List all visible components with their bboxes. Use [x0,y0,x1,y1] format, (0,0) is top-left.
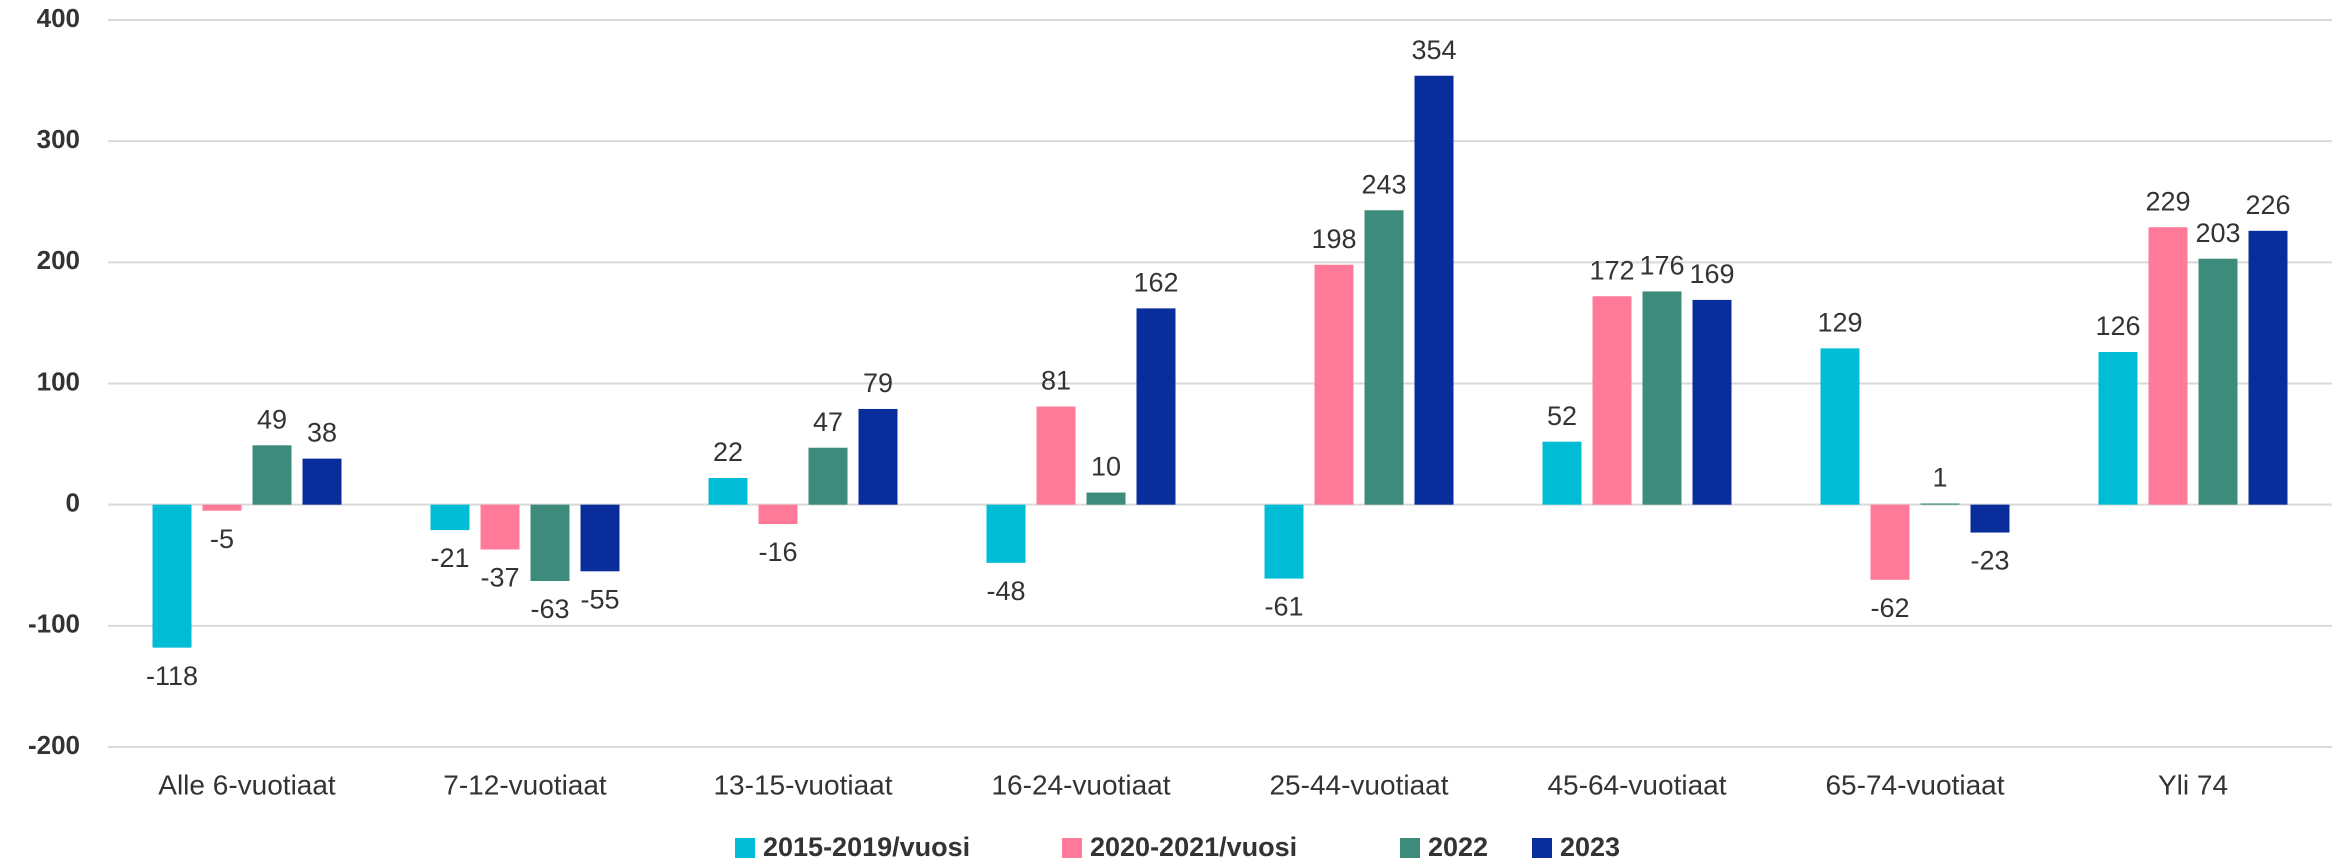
data-label: -23 [1970,546,2009,576]
legend-label: 2020-2021/vuosi [1090,832,1297,862]
bar [430,504,470,531]
y-tick-label: 100 [37,366,80,396]
data-label: 79 [863,368,893,398]
y-tick-label: 300 [37,124,80,154]
bar [1642,291,1682,505]
data-label: -62 [1870,593,1909,623]
data-label: 1 [1932,463,1947,493]
data-label: -37 [480,563,519,593]
data-label: 10 [1091,452,1121,482]
data-label: 169 [1689,259,1734,289]
bar [152,504,192,648]
y-tick-label: -100 [28,609,80,639]
bar [1870,504,1910,580]
data-label: 354 [1411,35,1456,65]
legend-swatch [1062,838,1082,858]
legend-label: 2023 [1560,832,1620,862]
bar [1036,406,1076,505]
data-label: 38 [307,418,337,448]
data-label: 226 [2245,190,2290,220]
bar [1136,308,1176,505]
data-label: -48 [986,576,1025,606]
data-label: -16 [758,537,797,567]
bar [1264,504,1304,579]
data-label: 243 [1361,169,1406,199]
x-tick-label: 7-12-vuotiaat [443,769,607,800]
bar [1692,299,1732,505]
data-label: -63 [530,594,569,624]
bar [302,458,342,505]
bar [2148,227,2188,505]
data-label: 176 [1639,251,1684,281]
x-tick-label: 16-24-vuotiaat [991,769,1170,800]
bar [1086,492,1126,505]
data-label: -55 [580,584,619,614]
data-label: -5 [210,524,234,554]
bar [986,504,1026,563]
data-label: -118 [146,661,198,691]
x-tick-label: 13-15-vuotiaat [713,769,892,800]
data-label: 198 [1311,224,1356,254]
y-tick-label: 400 [37,3,80,33]
legend-swatch [1400,838,1420,858]
bar [2198,258,2238,505]
bar [1364,210,1404,505]
bar [808,447,848,505]
data-label: 172 [1589,255,1634,285]
data-label: 47 [813,407,843,437]
data-label: -21 [430,543,469,573]
legend-label: 2022 [1428,832,1488,862]
bar [2248,230,2288,505]
bar [1314,264,1354,505]
x-tick-label: 25-44-vuotiaat [1269,769,1448,800]
x-tick-label: 65-74-vuotiaat [1825,769,2004,800]
bar [252,445,292,505]
bar [758,504,798,525]
bar [530,504,570,582]
bar [1970,504,2010,533]
bar [1920,503,1960,505]
bar [1820,348,1860,505]
data-label: -61 [1264,592,1303,622]
legend-label: 2015-2019/vuosi [763,832,970,862]
y-tick-label: 200 [37,245,80,275]
y-tick-label: -200 [28,730,80,760]
data-label: 229 [2145,186,2190,216]
x-tick-label: Alle 6-vuotiaat [158,769,336,800]
data-label: 81 [1041,366,1071,396]
legend-swatch [735,838,755,858]
data-label: 162 [1133,268,1178,298]
bar [480,504,520,550]
x-tick-label: Yli 74 [2158,769,2228,800]
data-label: 129 [1817,307,1862,337]
bar [858,408,898,505]
y-tick-label: 0 [66,488,80,518]
data-label: 22 [713,437,743,467]
bar [1592,296,1632,505]
legend-swatch [1532,838,1552,858]
bar [1542,441,1582,505]
bar [2098,351,2138,505]
bar [1414,75,1454,505]
bar [580,504,620,572]
bar [708,478,748,505]
data-label: 49 [257,404,287,434]
bar [202,504,242,511]
data-label: 52 [1547,401,1577,431]
data-label: 203 [2195,218,2240,248]
x-tick-label: 45-64-vuotiaat [1547,769,1726,800]
data-label: 126 [2095,311,2140,341]
